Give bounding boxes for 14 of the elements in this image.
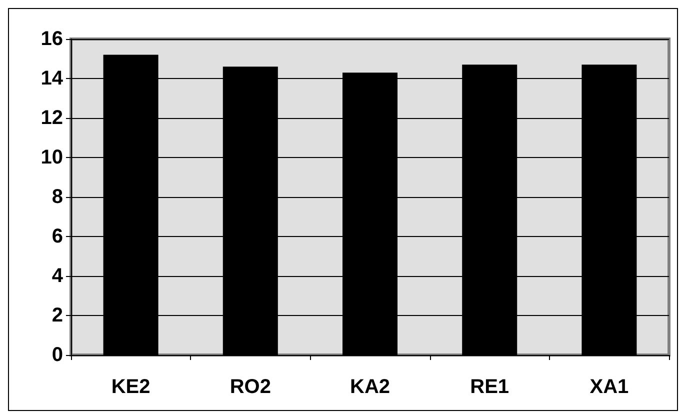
y-tick-label: 0 xyxy=(52,344,63,366)
y-tick-label: 14 xyxy=(40,68,64,90)
y-tick-label: 4 xyxy=(52,265,64,287)
y-tick-label: 6 xyxy=(52,226,63,248)
x-tick-label: RE1 xyxy=(470,376,510,398)
y-tick-label: 8 xyxy=(52,186,63,208)
y-tick-label: 12 xyxy=(40,107,63,129)
y-tick-label: 10 xyxy=(40,146,63,168)
y-tick-label: 2 xyxy=(52,304,63,326)
x-tick-label: XA1 xyxy=(590,376,629,398)
x-tick-label: KE2 xyxy=(111,376,150,398)
x-tick-label: RO2 xyxy=(230,376,271,398)
y-tick-label: 16 xyxy=(40,28,63,50)
x-tick-label: KA2 xyxy=(350,376,390,398)
